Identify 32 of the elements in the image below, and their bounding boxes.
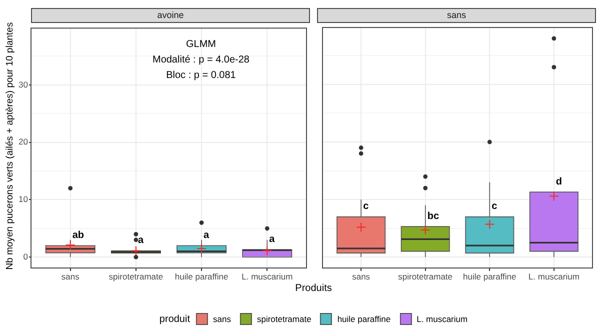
legend-label: spirotetramate (256, 314, 312, 324)
legend-label: huile paraffine (337, 314, 391, 324)
annotation: d (556, 176, 562, 188)
annotation: c (363, 201, 370, 212)
y-tick-label: 30 (18, 79, 28, 90)
legend-title: produit (159, 314, 190, 324)
legend-label: sans (213, 314, 231, 324)
x-axis-title: Produits (295, 283, 332, 295)
y-axis-title: Nb moyen pucerons verts (ailés + aptères) pour 10 plantes (4, 22, 16, 270)
x-tick-label: sans (61, 271, 80, 282)
annotation: a (138, 235, 144, 246)
annotation: Modalité : p = 4.0e-28 (152, 54, 250, 66)
annotation: GLMM (186, 38, 216, 50)
x-tick-label: sans (352, 271, 370, 282)
x-tick-label: L. muscarium (242, 271, 293, 282)
annotation: c (492, 201, 498, 212)
chart-title: sans (317, 8, 596, 23)
x-tick-label: L. muscarium (528, 271, 580, 282)
x-tick-label: spirotetramate (398, 271, 453, 282)
y-tick-label: 0 (23, 251, 28, 262)
chart-title: avoine (31, 8, 310, 23)
annotation: ab (72, 230, 84, 241)
x-tick-label: huile paraffine (174, 271, 228, 282)
x-tick-label: spirotetramate (108, 271, 164, 282)
legend-label: L. muscarium (416, 314, 468, 324)
y-tick-label: 10 (18, 194, 28, 204)
annotation: bc (427, 210, 440, 222)
annotation: a (204, 230, 210, 241)
y-tick-label: 20 (18, 136, 28, 147)
x-tick-label: huile paraffine (463, 271, 517, 282)
annotation: Bloc : p = 0.081 (166, 70, 236, 81)
annotation: a (269, 234, 276, 245)
